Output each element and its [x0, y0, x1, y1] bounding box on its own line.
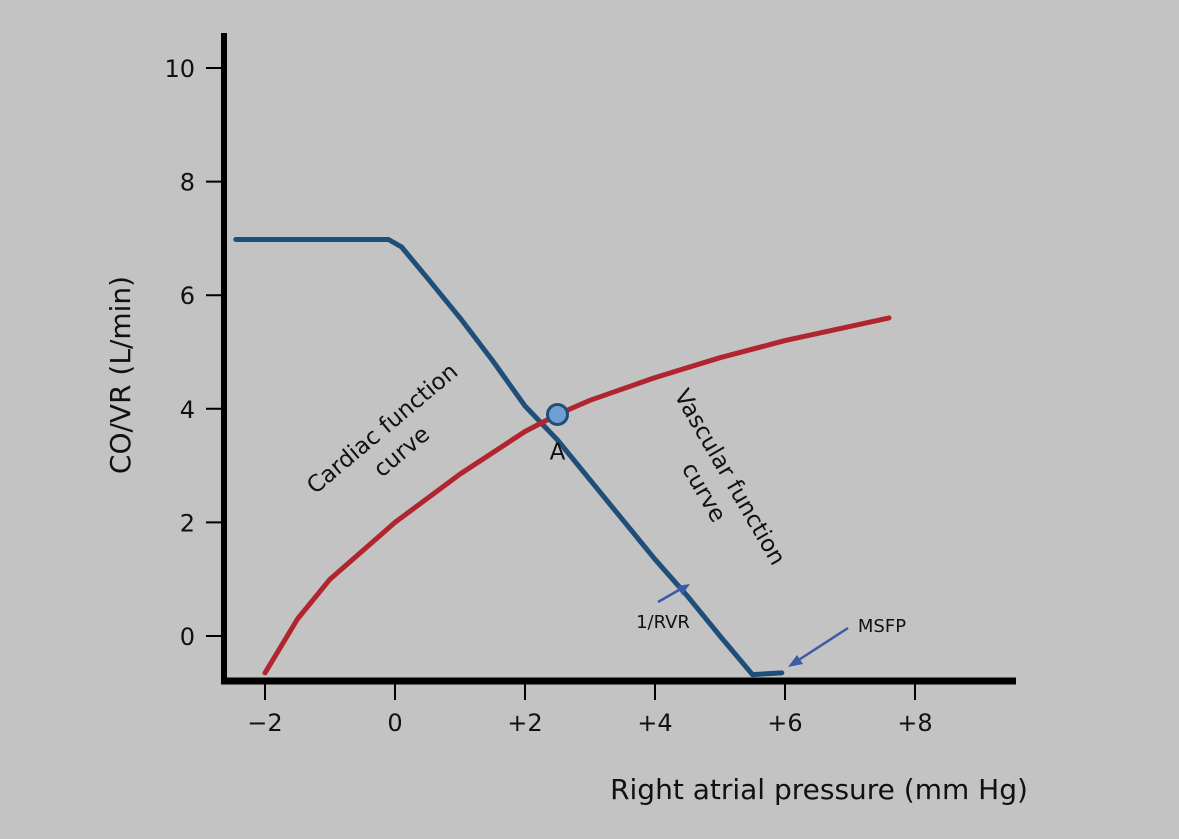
x-axis-title: Right atrial pressure (mm Hg): [610, 773, 1028, 806]
x-tick-label: +6: [767, 709, 802, 737]
vascular-curve-label: Vascular function curve: [669, 385, 791, 570]
y-tick-label: 2: [180, 509, 195, 537]
y-tick-label: 0: [180, 623, 195, 651]
y-axis-title: CO/VR (L/min): [104, 276, 137, 474]
y-tick-label: 8: [180, 169, 195, 197]
cardiac-function-curve: [233, 237, 785, 678]
msfp-arrow: [793, 626, 849, 665]
x-tick-label: +2: [507, 709, 542, 737]
axes: [221, 33, 1016, 685]
x-tick-label: +8: [897, 709, 932, 737]
y-tick-label: 10: [164, 55, 195, 83]
x-tick-label: 0: [387, 709, 402, 737]
msfp-annotation: MSFP: [788, 616, 906, 667]
rvr-label: 1/RVR: [636, 612, 690, 633]
x-tick-label: −2: [247, 709, 282, 737]
equilibrium-point-label: A: [550, 439, 566, 465]
msfp-arrowhead: [788, 655, 803, 667]
vascular-function-curve: [262, 315, 892, 676]
y-ticks: 0 2 4 6 8 10: [164, 55, 224, 651]
y-tick-label: 4: [180, 396, 195, 424]
series-layer: A: [233, 237, 892, 678]
msfp-label: MSFP: [858, 616, 906, 637]
rvr-annotation: 1/RVR: [636, 584, 690, 633]
x-ticks: −2 0 +2 +4 +6 +8: [247, 681, 933, 737]
rvr-arrowhead: [677, 584, 690, 595]
y-tick-label: 6: [180, 282, 195, 310]
equilibrium-point-a: [546, 402, 569, 426]
cardiac-curve-label: Cardiac function curve: [302, 359, 463, 500]
x-tick-label: +4: [637, 709, 672, 737]
